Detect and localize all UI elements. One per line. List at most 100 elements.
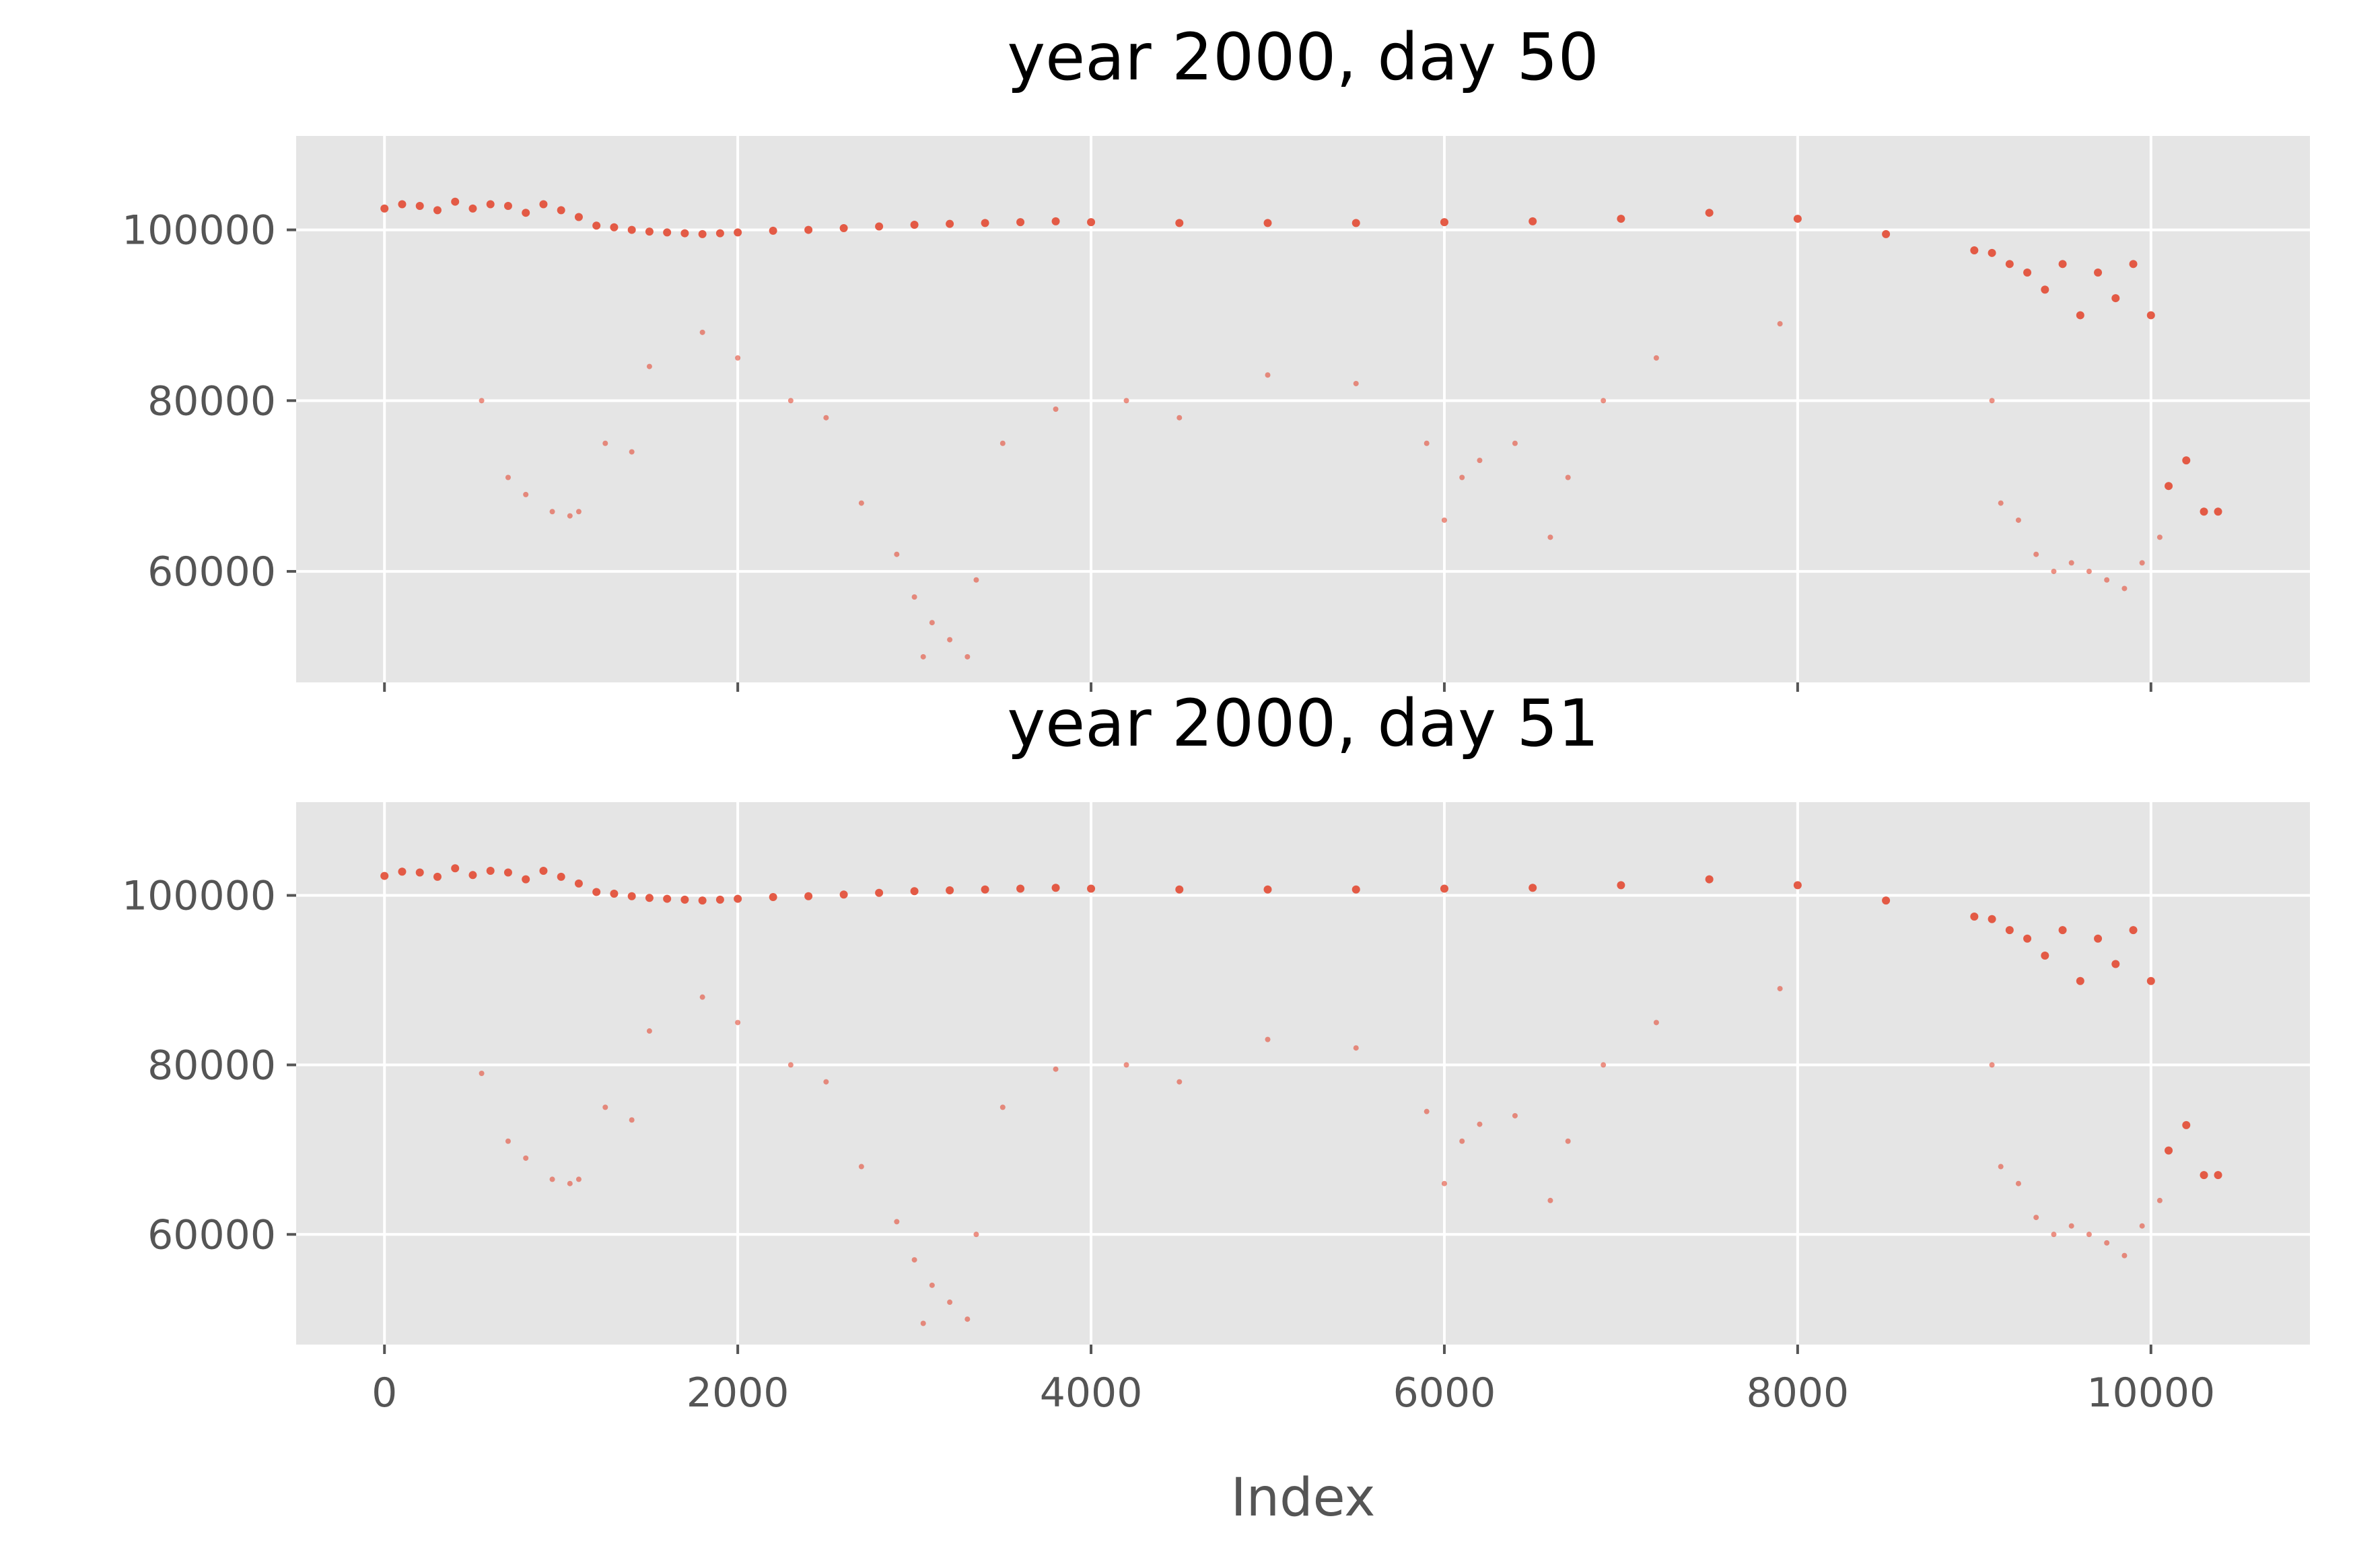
data-point <box>486 200 495 209</box>
data-point <box>1617 215 1625 223</box>
data-point <box>2146 976 2155 985</box>
data-point <box>1424 1108 1430 1114</box>
data-point <box>539 200 548 209</box>
data-point <box>433 206 442 215</box>
data-point <box>1705 209 1714 217</box>
data-point <box>1441 1180 1447 1186</box>
data-point <box>2129 260 2138 269</box>
data-point <box>645 227 654 236</box>
data-point <box>2156 1197 2163 1203</box>
data-point <box>999 1104 1006 1110</box>
grid-top <box>296 136 2310 682</box>
data-point <box>627 892 636 900</box>
data-bottom <box>380 864 2222 1326</box>
data-point <box>2111 294 2120 303</box>
data-point <box>479 1071 485 1076</box>
data-point <box>804 225 813 234</box>
data-point <box>1601 398 1607 404</box>
data-point <box>1653 355 1659 361</box>
data-point <box>981 219 989 227</box>
data-point <box>2058 260 2067 269</box>
data-point <box>1565 1138 1571 1144</box>
data-point <box>1351 885 1360 894</box>
data-point <box>1123 398 1129 404</box>
data-point <box>2165 1146 2173 1155</box>
data-point <box>629 449 635 455</box>
data-point <box>451 197 460 206</box>
data-point <box>2156 534 2163 540</box>
data-point <box>2086 1232 2092 1238</box>
data-point <box>973 577 979 583</box>
data-point <box>2182 456 2191 465</box>
data-point <box>2146 311 2155 320</box>
data-point <box>947 637 953 643</box>
data-point <box>1988 248 1996 257</box>
data-point <box>2139 560 2145 566</box>
data-point <box>2111 960 2120 968</box>
data-point <box>1123 1062 1129 1068</box>
data-point <box>505 474 511 480</box>
data-point <box>663 894 672 903</box>
top-subplot: 60000 80000 100000 year 2000, day 50 <box>122 20 2310 692</box>
data-point <box>875 888 884 897</box>
data-point <box>575 509 582 515</box>
data-point <box>1459 474 1465 480</box>
data-point <box>1512 1112 1518 1118</box>
x-tick-label: 10000 <box>2086 1369 2215 1417</box>
y-tick-label: 100000 <box>122 873 276 920</box>
data-point <box>433 872 442 881</box>
data-point <box>947 1299 953 1306</box>
data-point <box>2033 1215 2039 1221</box>
data-point <box>523 491 529 497</box>
data-point <box>2200 1171 2208 1180</box>
data-point <box>973 1232 979 1238</box>
data-point <box>1998 500 2004 506</box>
data-point <box>2068 560 2074 566</box>
data-point <box>839 224 848 233</box>
data-point <box>2023 934 2032 943</box>
data-point <box>2051 1232 2057 1238</box>
data-point <box>2165 482 2173 491</box>
data-point <box>981 885 989 894</box>
data-point <box>699 994 705 1000</box>
data-top <box>380 197 2222 660</box>
data-point <box>602 440 608 446</box>
x-tick-label: 6000 <box>1393 1369 1496 1417</box>
data-point <box>1989 398 1995 404</box>
data-point <box>1175 219 1184 227</box>
data-point <box>680 895 689 904</box>
data-point <box>1051 884 1060 892</box>
data-point <box>1176 1079 1183 1085</box>
data-point <box>2051 569 2057 575</box>
data-point <box>2121 585 2128 592</box>
data-point <box>629 1117 635 1123</box>
data-point <box>1998 1164 2004 1170</box>
data-point <box>698 896 707 905</box>
data-point <box>2015 517 2021 523</box>
data-point <box>451 864 460 873</box>
data-point <box>574 213 583 221</box>
y-tick-label: 80000 <box>147 378 276 425</box>
data-point <box>645 894 654 902</box>
bottom-subplot: 0 2000 4000 6000 8000 10000 60000 80000 100000 y… <box>122 686 2310 1528</box>
chart-title-top: year 2000, day 50 <box>1007 20 1599 95</box>
data-point <box>1263 885 1272 894</box>
plot-area-bottom <box>296 802 2310 1345</box>
data-point <box>858 1164 864 1170</box>
data-point <box>769 226 777 235</box>
data-point <box>549 1176 555 1182</box>
data-point <box>2023 269 2032 277</box>
data-point <box>2015 1180 2021 1186</box>
data-point <box>894 551 900 557</box>
data-point <box>1601 1062 1607 1068</box>
data-point <box>920 653 926 660</box>
data-point <box>1547 1197 1553 1203</box>
data-point <box>1793 215 1802 223</box>
data-point <box>557 206 565 215</box>
data-point <box>1565 474 1571 480</box>
data-point <box>1477 1121 1483 1127</box>
data-point <box>1777 986 1783 992</box>
data-point <box>964 1316 971 1322</box>
data-point <box>734 228 742 237</box>
